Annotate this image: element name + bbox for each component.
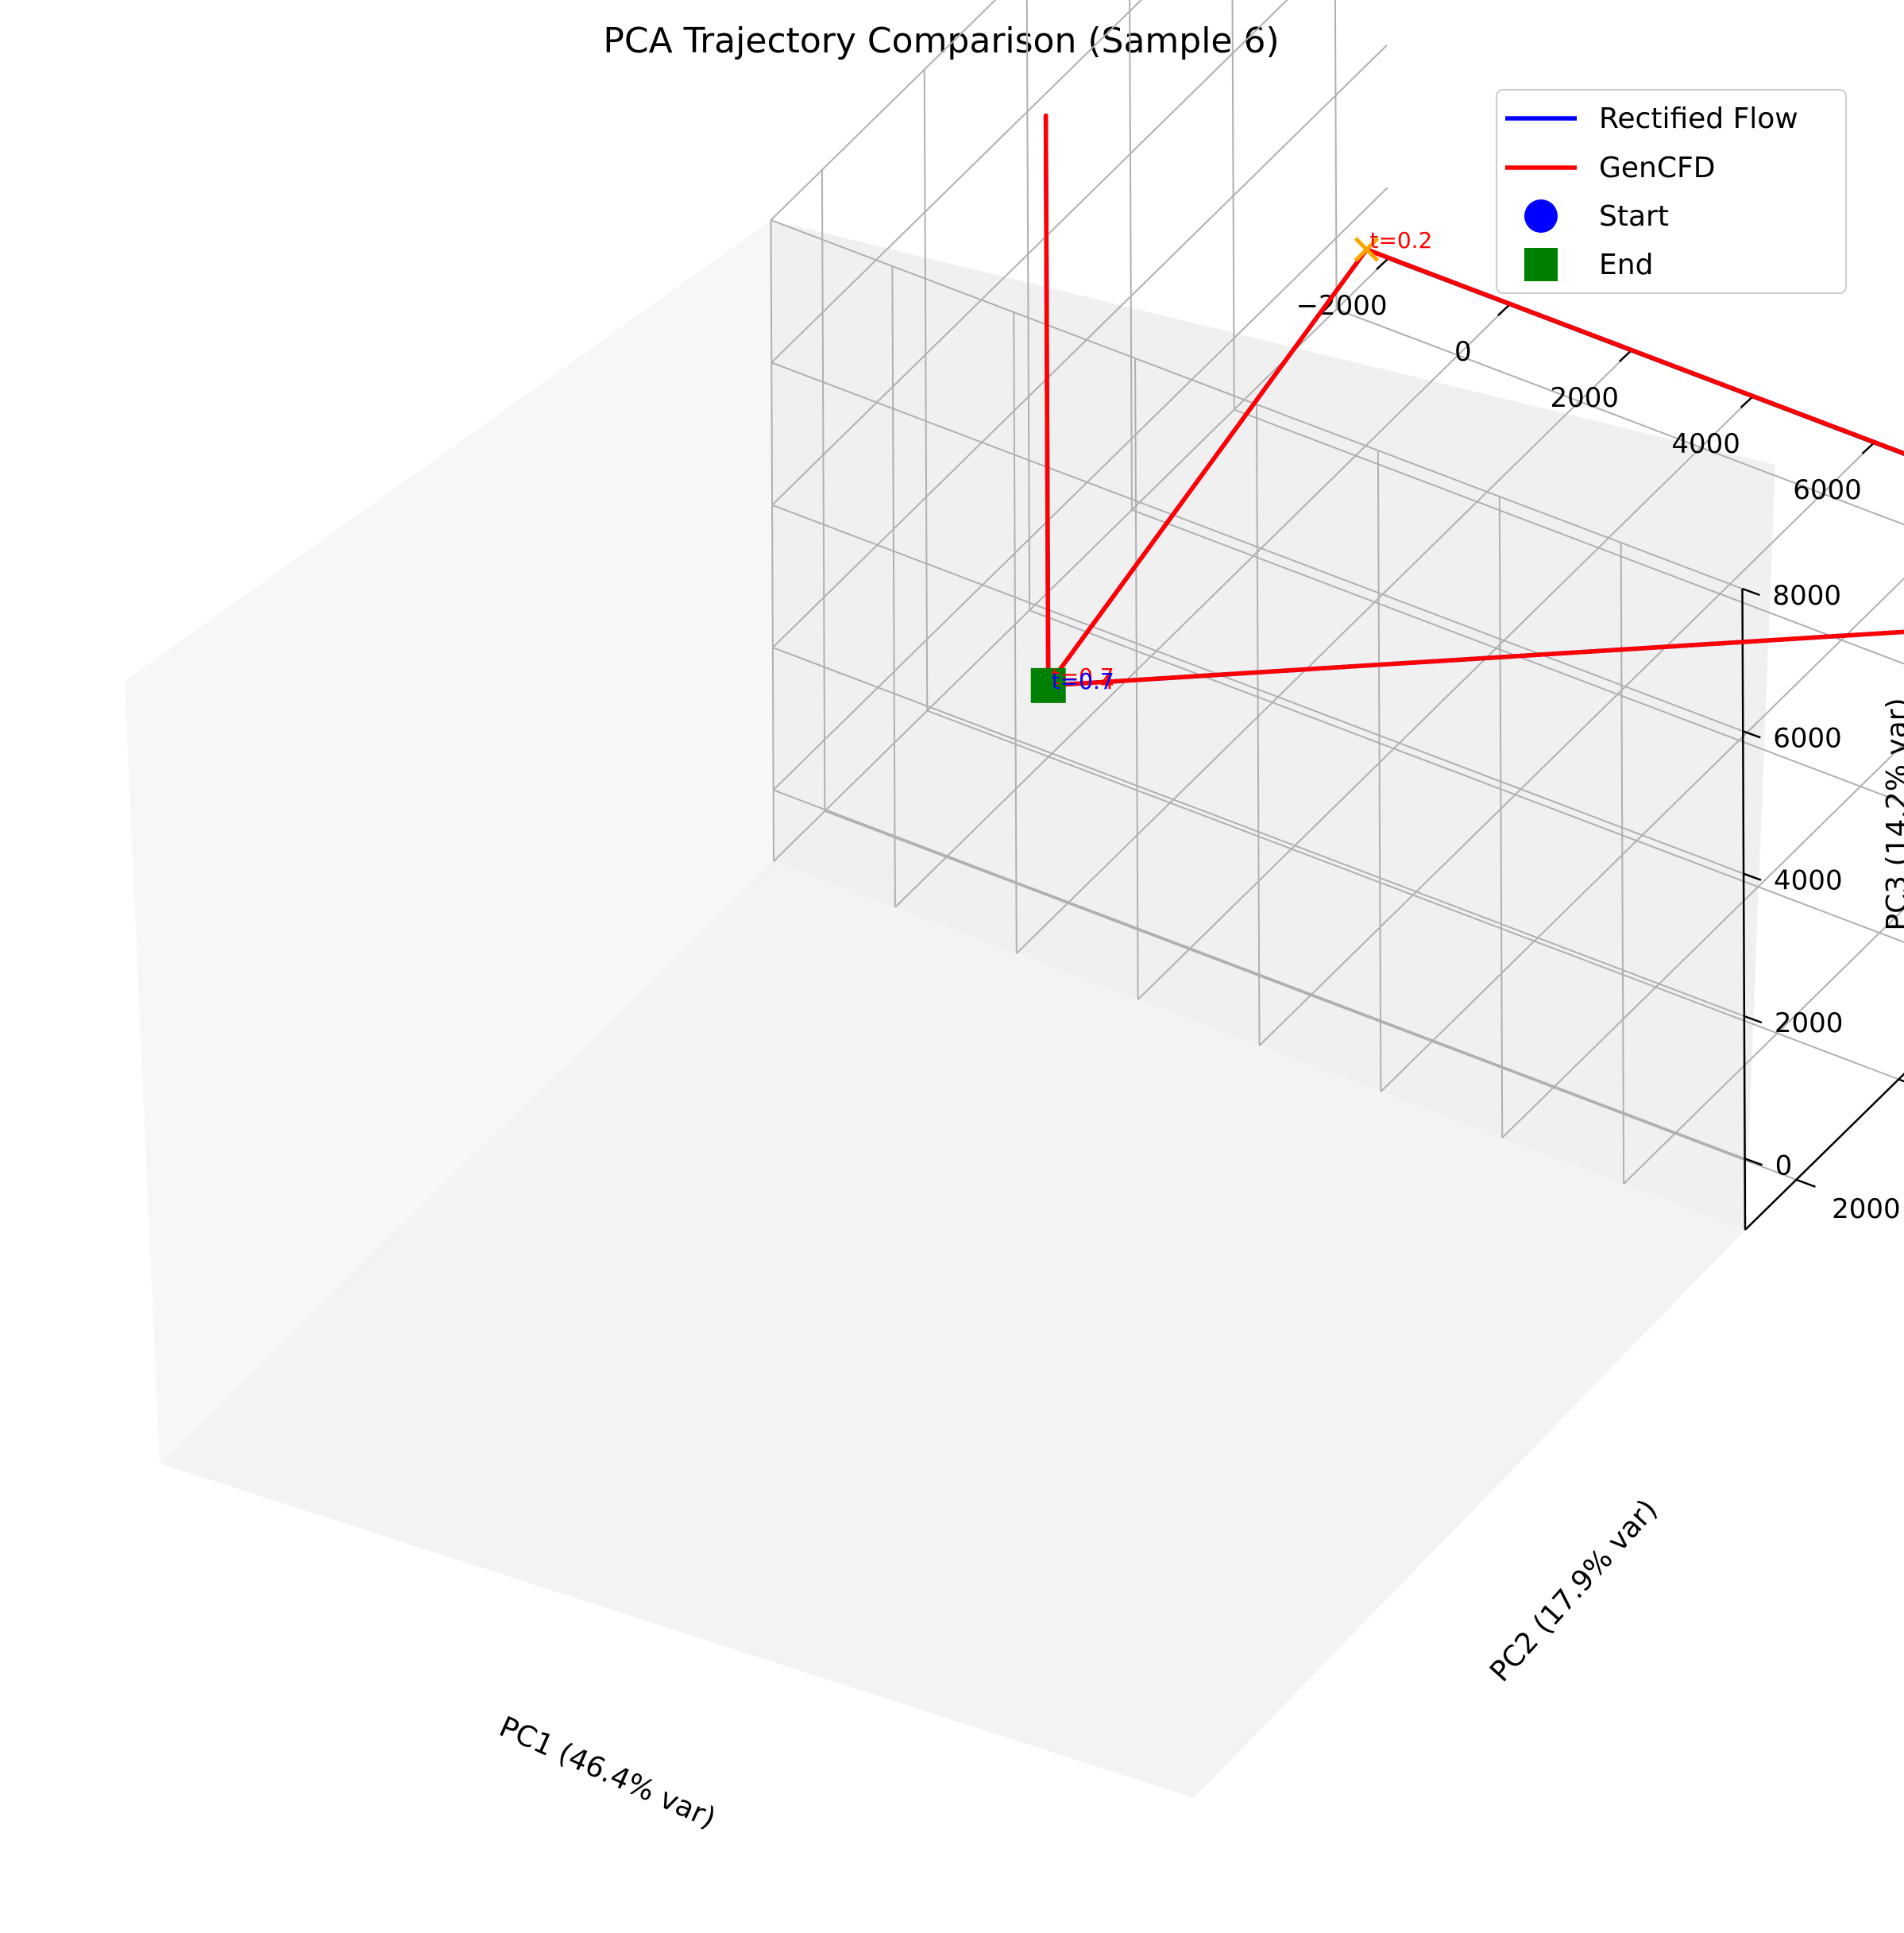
- grid-line-x-floor: [894, 304, 1510, 908]
- grid-line-z-back: [773, 789, 1745, 1160]
- grid-lines: [770, 0, 1904, 1231]
- grid-line-y-floor: [825, 810, 1797, 1181]
- x-tick-label: −2000: [1296, 290, 1387, 322]
- grid-line-y-left: [1231, 0, 1235, 410]
- grid-line-x-floor: [1016, 350, 1632, 954]
- legend: Rectified Flow GenCFD Start End: [1496, 89, 1847, 294]
- time-annotation: t=0.2: [1369, 227, 1432, 253]
- z-axis-line: [1741, 588, 1747, 1231]
- time-annotation: t=0.4: [1052, 668, 1114, 694]
- time-annotations: t=0.2 t=0.4t=0.7t=0.7: [1052, 227, 1433, 694]
- z-tick-mark: [1743, 872, 1762, 881]
- grid-line-x-back: [1377, 450, 1382, 1092]
- z-tick-label: 6000: [1773, 722, 1842, 754]
- trajectory-markers: [1030, 237, 1380, 703]
- y-axis-label: PC2 (17.9% var): [1484, 1494, 1664, 1688]
- x-tick-mark: [1861, 443, 1875, 454]
- floor-pane: [160, 861, 1745, 1798]
- grid-line-z-left: [772, 44, 1388, 648]
- x-axis-label: PC1 (46.4% var): [494, 1711, 720, 1835]
- grid-line-z-left: [772, 187, 1388, 791]
- grid-line-z-back: [771, 504, 1744, 875]
- z-tick-mark: [1744, 1015, 1763, 1024]
- x-tick-label: 0: [1454, 336, 1472, 368]
- grid-line-y-floor: [1336, 308, 1904, 526]
- grid-line-y-floor: [1234, 408, 1904, 665]
- x-marker-stroke: [1354, 237, 1380, 262]
- x-tick-label: 4000: [1671, 428, 1740, 460]
- x-marker: [1354, 237, 1380, 262]
- y-tick-mark: [1898, 1078, 1904, 1083]
- grid-line-x-floor: [1501, 742, 1904, 1139]
- grid-line-x-back: [1498, 496, 1504, 1139]
- grid-line-x-back: [891, 265, 896, 908]
- grid-line-x-floor: [1623, 907, 1904, 1185]
- grid-line-x-floor: [1137, 396, 1753, 1000]
- legend-start-swatch: [1524, 199, 1558, 233]
- grid-line-x-back: [1013, 311, 1018, 954]
- grid-line-y-left: [1334, 0, 1338, 310]
- grid-line-z-left: [770, 0, 1143, 364]
- grid-line-x-floor: [1380, 577, 1904, 1092]
- end-marker: [1030, 667, 1066, 703]
- legend-box: [1496, 89, 1847, 294]
- grid-line-x-floor: [1744, 1073, 1904, 1231]
- left-wall-pane: [125, 220, 774, 1463]
- grid-line-y-left: [821, 169, 826, 811]
- legend-end-swatch: [1524, 248, 1558, 281]
- grid-line-y-left: [923, 69, 929, 711]
- pane-walls: [125, 220, 1775, 1798]
- legend-label: GenCFD: [1599, 152, 1715, 184]
- z-tick-mark: [1742, 730, 1761, 739]
- chart-title: PCA Trajectory Comparison (Sample 6): [603, 21, 1279, 61]
- grid-line-y-floor: [1131, 508, 1904, 804]
- x-tick-mark: [1376, 258, 1388, 270]
- y-tick-mark: [1795, 1178, 1816, 1189]
- grid-line-z-back: [770, 219, 1743, 590]
- grid-line-z-back: [772, 647, 1745, 1017]
- legend-label: Rectified Flow: [1599, 102, 1798, 135]
- grid-line-z-left: [770, 0, 997, 221]
- x-tick-mark: [1497, 304, 1510, 316]
- grid-line-y-floor: [926, 709, 1899, 1081]
- z-tick-label: 8000: [1773, 580, 1842, 612]
- x-tick-mark: [1740, 396, 1753, 408]
- back-wall-pane: [771, 220, 1775, 1230]
- time-annotation: t=0.7: [1052, 663, 1114, 690]
- time-annotation: t=0.7: [1052, 668, 1114, 694]
- z-tick-mark: [1744, 1158, 1763, 1166]
- grid-line-y-floor: [1029, 609, 1904, 943]
- legend-label: Start: [1599, 200, 1669, 233]
- grid-line-y-left: [1129, 0, 1133, 510]
- grid-line-x-back: [770, 219, 774, 862]
- y-axis-line: [1744, 1073, 1904, 1231]
- z-tick-label: 4000: [1774, 865, 1843, 897]
- z-tick-mark: [1742, 587, 1760, 597]
- grid-line-z-left: [771, 0, 1288, 506]
- x-tick-label: 6000: [1793, 474, 1862, 506]
- grid-line-x-floor: [1258, 443, 1875, 1046]
- grid-line-y-left: [1025, 0, 1031, 611]
- z-tick-label: 2000: [1775, 1007, 1844, 1039]
- legend-label: End: [1599, 249, 1653, 281]
- z-axis-label: PC3 (14.2% var): [1881, 698, 1904, 930]
- y-tick-label: 2000: [1832, 1193, 1901, 1225]
- grid-line-x-back: [1256, 404, 1261, 1046]
- grid-line-z-back: [770, 361, 1744, 733]
- series-line-gencfd: [1043, 113, 1904, 688]
- x-tick-label: 2000: [1550, 382, 1619, 414]
- trajectory-series: [1043, 113, 1904, 688]
- z-tick-label: 0: [1775, 1150, 1793, 1181]
- x-tick-mark: [1618, 350, 1632, 362]
